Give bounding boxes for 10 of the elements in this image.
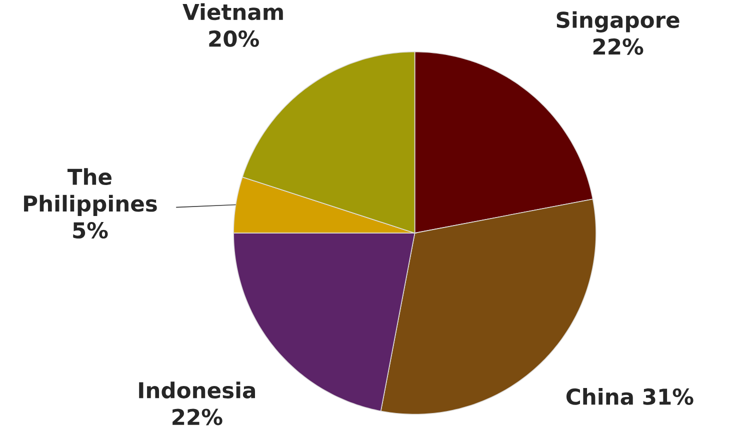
data-label: 22% bbox=[172, 408, 222, 426]
data-label: 5% bbox=[73, 222, 108, 239]
slice-label: The Philippines bbox=[24, 168, 157, 216]
slice-label: Indonesia bbox=[139, 382, 255, 399]
slice-label: Vietnam bbox=[182, 4, 283, 20]
slice-label: China bbox=[566, 388, 633, 406]
data-label: 22% bbox=[593, 38, 644, 56]
data-label: 20% bbox=[209, 30, 259, 48]
slice-label: Singapore bbox=[556, 11, 680, 33]
data-label: 31% bbox=[643, 388, 694, 406]
